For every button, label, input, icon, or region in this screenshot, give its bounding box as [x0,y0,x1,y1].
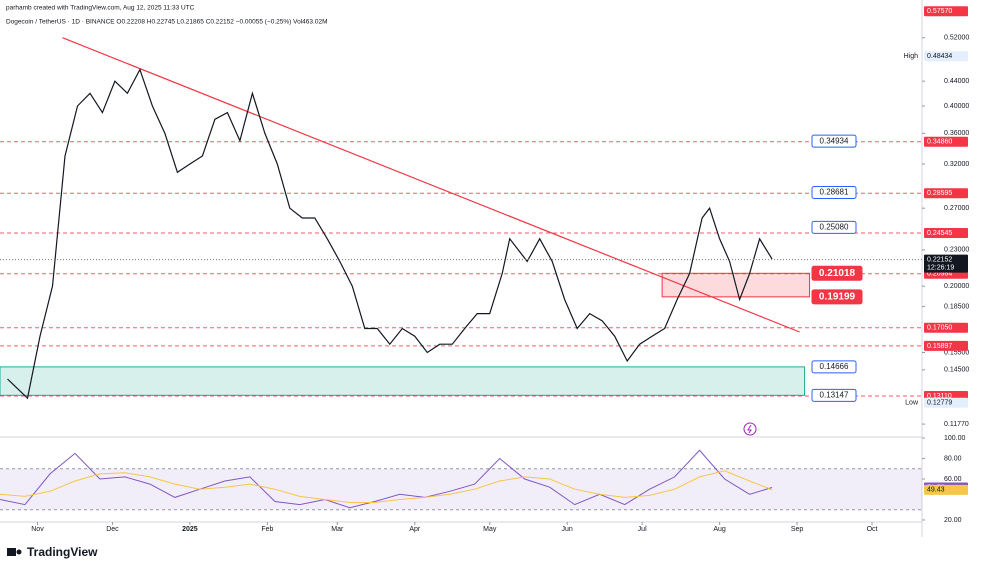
event-icon[interactable] [743,422,757,436]
rsi-band [0,468,922,510]
series-line [0,449,773,509]
price-tag: 0.17050 [927,325,952,332]
y-tick-label: 0.20000 [944,283,969,290]
current-tag: 0.22152 [927,256,952,263]
price-tag: 0.20984 [927,271,952,278]
y-tick-label: 0.18500 [944,303,969,310]
price-tag-bg [924,6,968,17]
zone [0,366,806,396]
high-tag: 0.48434 [927,53,952,60]
callout-label: 0.25080 [820,222,849,231]
callout-label: 0.21018 [819,268,856,279]
price-tag: 0.57570 [927,8,952,15]
symbol-line: Dogecoin / TetherUS · 1D · BINANCE O0.22… [6,19,327,26]
y-tick-label: 0.36000 [944,130,969,137]
y-tick-label: 100.00 [944,435,966,442]
callout-label: 0.13147 [820,390,849,399]
high-text: High [904,53,919,60]
event-bolt [747,424,752,434]
price-tag: 0.34860 [927,139,952,146]
x-tick-label: May [483,526,497,533]
price-tag-bg [924,340,968,351]
callout-label: 0.19199 [819,291,856,302]
callout-box [811,265,863,281]
y-tick-label: 20.00 [944,517,962,524]
y-tick-label: 0.27000 [944,205,969,212]
y-tick-label: 0.15500 [944,349,969,356]
x-tick-label: Sep [791,526,804,533]
y-tick-label: 0.11770 [944,421,969,428]
low-text: Low [905,400,919,407]
series-line [0,470,773,503]
brand-logo [7,548,22,556]
y-tick-label: 60.00 [944,476,962,483]
x-tick-label: Aug [713,526,726,533]
y-tick-label: 80.00 [944,455,962,462]
y-tick-label: 0.32000 [944,161,969,168]
low-tag: 0.12779 [927,400,952,407]
price-tag-bg [924,136,968,147]
callout-box [811,289,863,305]
low-tag-bg [924,397,968,408]
x-tick-label: Nov [31,526,44,533]
x-tick-label: Feb [261,526,273,533]
callout-box [811,220,857,234]
x-tick-label: Apr [409,526,421,533]
price-tag: 0.15897 [927,343,952,350]
price-tag: 0.24545 [927,230,952,237]
price-tag-bg [924,188,968,199]
x-tick-label: Jul [638,526,647,533]
current-tag-bg [924,254,968,273]
y-tick-label: 0.14500 [944,367,969,374]
callout-label: 0.28681 [820,188,849,197]
callout-box [811,360,857,374]
y-tick-label: 0.40000 [944,103,969,110]
price-tag: 0.28595 [927,190,952,197]
high-tag-bg [924,51,968,62]
x-tick-label: Oct [867,526,878,533]
brand: TradingView [27,545,98,559]
callout-box [811,185,857,199]
series-tag-bg [924,484,968,495]
series-tag: 49.43 [927,487,945,494]
countdown: 12:26:19 [927,264,954,271]
callout-label: 0.14666 [820,362,849,371]
price-tag: 0.13110 [927,393,952,400]
y-tick-label: 0.44000 [944,78,969,85]
trendline [62,37,800,333]
x-tick-label: Mar [331,526,344,533]
callout-label: 0.34934 [820,136,849,145]
callout-box [811,388,857,402]
credit: parhamb created with TradingView.com, Au… [6,5,195,12]
price-tag-bg [924,322,968,333]
x-tick-label: Jun [562,526,573,533]
x-tick-label: Dec [106,526,119,533]
y-tick-label: 0.23000 [944,247,969,254]
price-line [7,68,773,400]
price-tag-bg [924,227,968,238]
callout-box [811,134,857,148]
y-tick-label: 0.52000 [944,35,969,42]
x-tick-label: 2025 [182,526,198,533]
